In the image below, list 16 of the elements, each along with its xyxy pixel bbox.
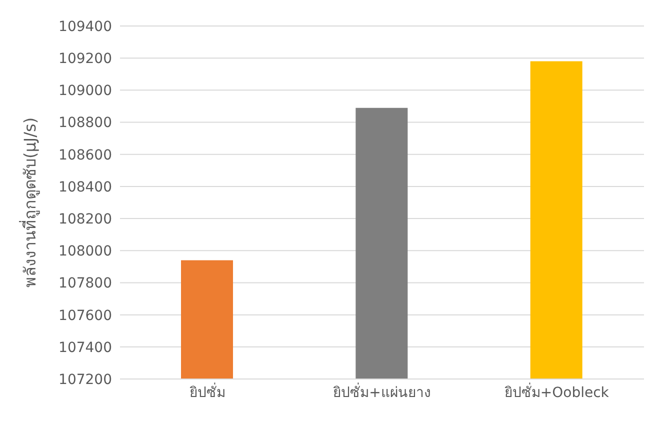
y-tick-label: 107800 [58,276,112,292]
y-tick-label: 107600 [58,308,112,324]
y-tick-label: 109200 [58,51,112,68]
y-axis-title: พลังงานที่ถูกดูดซับ(μJ/s) [18,117,41,288]
x-tick-label: ยิปซั่ม+Oobleck [504,382,610,401]
y-tick-label: 108800 [58,115,112,132]
y-tick-label: 108400 [58,179,112,196]
y-tick-label: 108600 [58,147,112,164]
y-tick-label: 109000 [58,83,112,100]
y-tick-label: 107400 [58,340,112,356]
y-tick-label: 107200 [58,372,112,388]
y-tick-label: 108000 [58,244,112,260]
y-tick-label: 108200 [58,212,112,228]
x-tick-label: ยิปซั่ม [189,382,226,401]
y-tick-label: 109400 [58,18,112,35]
x-tick-label: ยิปซั่ม+แผ่นยาง [333,382,431,401]
